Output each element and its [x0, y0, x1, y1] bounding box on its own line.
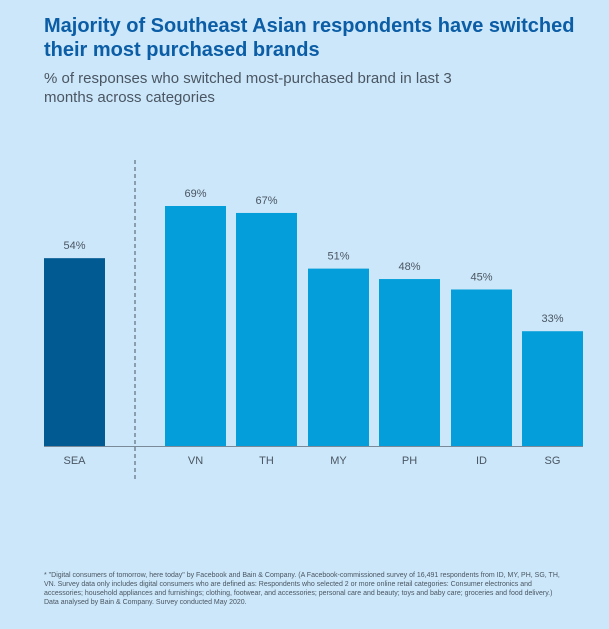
bar-ph: [379, 279, 440, 446]
bar-sea: [44, 258, 105, 446]
data-label-vn: 69%: [184, 188, 206, 200]
tick-label-sg: SG: [545, 455, 561, 467]
tick-label-id: ID: [476, 455, 487, 467]
chart-title: Majority of Southeast Asian respondents …: [44, 15, 575, 61]
footnote: * "Digital consumers of tomorrow, here t…: [44, 572, 560, 606]
data-label-my: 51%: [327, 251, 349, 263]
tick-label-th: TH: [259, 455, 274, 467]
bar-vn: [165, 206, 226, 446]
data-label-id: 45%: [470, 271, 492, 283]
data-label-sea: 54%: [63, 240, 85, 252]
bar-my: [308, 268, 369, 446]
tick-label-my: MY: [330, 455, 347, 467]
bar-sg: [522, 331, 583, 446]
bar-id: [451, 289, 512, 446]
data-label-sg: 33%: [541, 313, 563, 325]
bar-th: [236, 212, 297, 446]
bar-chart: 54% SEA 69% VN 67% TH 51% MY 48% PH 45% ID 33% SG: [44, 160, 583, 480]
tick-label-vn: VN: [188, 455, 203, 467]
chart-subtitle: % of responses who switched most-purchas…: [44, 70, 452, 106]
tick-label-sea: SEA: [63, 455, 86, 467]
data-label-ph: 48%: [398, 261, 420, 273]
data-label-th: 67%: [255, 195, 277, 207]
tick-label-ph: PH: [402, 455, 417, 467]
